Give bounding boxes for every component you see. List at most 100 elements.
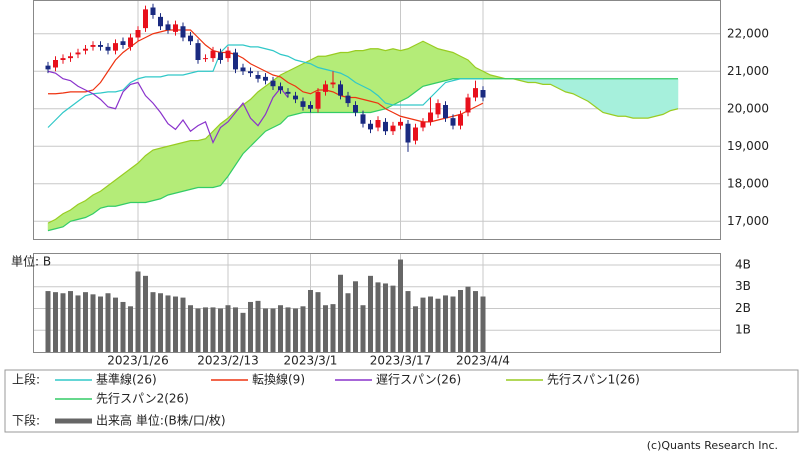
cloud <box>257 85 266 140</box>
candle-body <box>203 58 208 60</box>
indicator-line <box>48 29 484 123</box>
x-tick-label: 2023/4/4 <box>456 354 510 368</box>
x-tick-label: 2023/2/13 <box>197 354 259 368</box>
volume-bar <box>233 307 238 352</box>
price-frame <box>33 0 721 240</box>
volume-bar <box>428 296 433 352</box>
candle-body <box>413 127 418 141</box>
volume-bar <box>323 305 328 352</box>
volume-bar <box>435 298 441 352</box>
volume-bar <box>68 291 73 352</box>
candle-body <box>450 118 456 126</box>
y-tick-label: 20,000 <box>727 101 769 115</box>
candle-body <box>45 65 51 70</box>
volume-frame <box>33 253 721 353</box>
legend-title: 上段: <box>12 372 40 387</box>
candle-body <box>240 67 246 72</box>
candle-body <box>98 45 103 47</box>
volume-bar <box>458 289 463 352</box>
cloud <box>197 138 206 188</box>
candle-body <box>465 97 471 113</box>
y-tick-label: 21,000 <box>727 64 769 78</box>
volume-bar <box>105 293 111 352</box>
y-tick-label: 17,000 <box>727 214 769 228</box>
volume-bar <box>90 294 96 352</box>
candle-body <box>180 26 186 38</box>
cloud <box>392 48 401 106</box>
cloud <box>632 78 641 119</box>
cloud <box>542 78 551 85</box>
candle-body <box>315 91 321 109</box>
volume-bar <box>98 296 103 352</box>
candle-body <box>255 75 261 79</box>
volume-bar <box>53 292 58 352</box>
y-tick-label: 2B <box>735 301 751 315</box>
cloud <box>452 52 461 79</box>
volume-bar <box>450 296 456 352</box>
cloud <box>182 140 191 192</box>
cloud <box>152 147 161 201</box>
cloud <box>190 140 199 190</box>
volume-bar <box>473 291 478 352</box>
candle-body <box>390 125 396 132</box>
volume-bar <box>360 305 366 352</box>
candle-body <box>195 43 201 60</box>
volume-bar <box>60 293 66 352</box>
candle-body <box>218 52 223 60</box>
cloud <box>175 142 184 194</box>
volume-bar <box>120 301 126 352</box>
cloud <box>242 98 251 155</box>
cloud <box>655 78 664 117</box>
cloud <box>160 145 169 200</box>
legend-title: 下段: <box>12 413 40 428</box>
candle-body <box>323 84 328 92</box>
volume-bar <box>143 275 148 352</box>
cloud <box>625 78 634 119</box>
volume-bar <box>353 281 358 352</box>
cloud <box>647 78 656 119</box>
y-tick-label: 19,000 <box>727 139 769 153</box>
candle-body <box>233 52 238 70</box>
candle-body <box>263 76 268 81</box>
volume-bar <box>465 286 471 352</box>
candle-body <box>210 50 216 59</box>
y-tick-label: 3B <box>735 279 751 293</box>
volume-bar <box>225 305 231 352</box>
candle-body <box>135 30 141 38</box>
cloud <box>670 78 679 111</box>
volume-bar <box>293 308 298 352</box>
cloud <box>662 78 671 115</box>
cloud <box>602 78 611 115</box>
candle-body <box>60 58 66 60</box>
legend-entry: 先行スパン1(26) <box>547 373 640 387</box>
candle-body <box>150 7 156 15</box>
volume-bar <box>158 293 163 352</box>
volume-bar <box>135 271 141 352</box>
candle-body <box>345 95 351 104</box>
candle-body <box>398 121 403 126</box>
candle-body <box>480 90 486 98</box>
indicator-line <box>47 70 289 145</box>
volume-bar <box>255 300 261 352</box>
cloud <box>400 48 409 102</box>
x-tick-label: 2023/3/17 <box>370 354 432 368</box>
candle-body <box>300 101 306 107</box>
candle-body <box>225 50 231 59</box>
candle-body <box>368 123 373 130</box>
legend-entry: 先行スパン2(26) <box>96 392 189 406</box>
candle-body <box>428 112 433 122</box>
volume-bar <box>285 307 291 352</box>
cloud <box>355 50 364 113</box>
candle-body <box>143 9 148 29</box>
volume-bar <box>300 306 306 352</box>
cloud <box>167 144 176 196</box>
cloud <box>610 78 619 117</box>
candle-body <box>75 52 81 55</box>
candle-body <box>113 43 118 51</box>
indicator-line <box>47 44 483 128</box>
candle-body <box>293 95 298 100</box>
candle-body <box>383 121 388 132</box>
volume-bar <box>413 306 418 352</box>
volume-unit-label: 単位: B <box>11 254 51 269</box>
